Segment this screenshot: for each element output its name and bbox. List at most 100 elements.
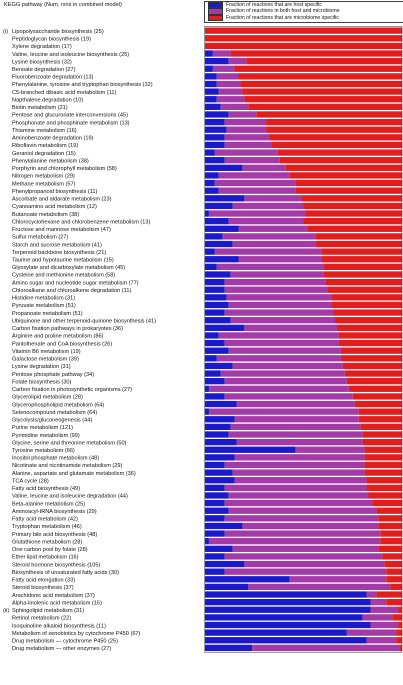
- category-label: Fatty acid metabolism (42): [12, 517, 78, 523]
- bar-segment-host: [205, 233, 223, 240]
- bar-segment-microbiome: [325, 278, 402, 286]
- bar-segment-host: [205, 218, 229, 225]
- category-label: Steroid biosynthesis (37): [12, 585, 74, 591]
- bar-segment-microbiome: [340, 347, 402, 354]
- bar-segment-both: [222, 233, 316, 240]
- category-label: Pentose phosphate pathway (34): [12, 372, 94, 378]
- category-label: Ether lipid metabolism (16): [12, 555, 79, 561]
- category-label: Beta-alanine metabolism (25): [12, 501, 85, 507]
- category-label: Tryptophan metabolism (46): [12, 524, 82, 530]
- bar-segment-both: [218, 172, 290, 179]
- bar-segment-both: [224, 499, 373, 507]
- bar-segment-host: [205, 507, 229, 514]
- category-label: Primary bile acid biosynthesis (48): [12, 532, 97, 538]
- bar-segment-microbiome: [321, 248, 402, 255]
- bar-segment-microbiome: [323, 263, 402, 271]
- bar-segment-host: [205, 278, 225, 286]
- category-label: Methane metabolism (57): [12, 181, 76, 187]
- bar-segment-both: [244, 324, 337, 331]
- category-label: Arginine and proline metabolism (86): [12, 334, 104, 340]
- bar-segment-host: [205, 240, 233, 248]
- category-label: Aminobenzoate degradation (19): [12, 136, 94, 142]
- bar-segment-host: [205, 317, 231, 324]
- bar-segment-host: [205, 96, 217, 103]
- category-label: Carbon fixation in photosynthetic organi…: [12, 387, 132, 393]
- category-label: Propanoate metabolism (51): [12, 311, 83, 317]
- bar-segment-host: [205, 347, 229, 354]
- category-label: Selenocompound metabolism (64): [12, 410, 97, 416]
- bar-segment-both: [238, 225, 308, 232]
- bar-segment-microbiome: [358, 416, 402, 423]
- bar-segment-host: [205, 454, 235, 461]
- bar-segment-microbiome: [305, 210, 402, 217]
- bar-segment-microbiome: [364, 461, 402, 469]
- bar-segment-both: [228, 301, 332, 309]
- category-label: C5-branched dibasic acid metabolism (11): [12, 90, 116, 96]
- bar-segment-microbiome: [335, 317, 402, 324]
- bar-segment-host: [205, 157, 225, 164]
- category-label: Chloroalkane and chloroalkene degradatio…: [12, 288, 131, 294]
- legend-label-host: Fraction of reactions that are host spec…: [226, 2, 323, 9]
- bar-segment-microbiome: [362, 431, 402, 438]
- bar-segment-both: [212, 50, 231, 57]
- bar-segment-microbiome: [303, 218, 402, 225]
- bar-segment-microbiome: [240, 80, 402, 88]
- bar-segment-microbiome: [386, 599, 402, 606]
- category-label: Lysine degradation (31): [12, 364, 71, 370]
- bar-segment-host: [205, 461, 225, 469]
- category-label: Fatty acid biosynthesis (49): [12, 486, 80, 492]
- bar-segment-host: [205, 621, 371, 629]
- bar-segment-both: [224, 568, 387, 575]
- chart-legend: Fraction of reactions that are host spec…: [204, 1, 403, 23]
- bar-segment-host: [205, 606, 371, 613]
- bar-segment-host: [205, 172, 219, 179]
- bar-segment-microbiome: [279, 157, 402, 164]
- bar-segment-microbiome: [289, 172, 402, 179]
- bar-segment-both: [366, 591, 377, 598]
- bar-segment-both: [242, 522, 379, 530]
- category-label: Ascorbate and aldarate metabolism (23): [12, 197, 112, 203]
- bar-segment-both: [214, 149, 278, 156]
- bar-segment-microbiome: [372, 499, 402, 507]
- bar-segment-host: [205, 187, 219, 194]
- bar-segment-both: [232, 362, 343, 370]
- category-label: Carbon fixation pathways in prokaryotes …: [12, 326, 123, 332]
- bar-segment-both: [226, 126, 267, 133]
- bar-segment-microbiome: [315, 240, 402, 248]
- bar-segment-both: [224, 141, 272, 149]
- bar-segment-microbiome: [362, 438, 402, 446]
- category-label: Porphyrin and chlorophyll metabolism (58…: [12, 166, 117, 172]
- bar-segment-both: [216, 73, 239, 80]
- category-label: Folate biosynthesis (30): [12, 379, 72, 385]
- category-label: Pantothenate and CoA biosynthesis (26): [12, 341, 112, 347]
- category-label: Arachidonic acid metabolism (37): [12, 593, 95, 599]
- bar-segment-host: [205, 324, 245, 331]
- bar-segment-microbiome: [321, 256, 402, 263]
- category-label: Metabolism of xenobiotics by cytochrome …: [12, 631, 141, 637]
- bar-segment-host: [205, 591, 367, 598]
- category-label: Histidine metabolism (31): [12, 296, 75, 302]
- category-label: Aminoacyl-tRNA biosynthesis (29): [12, 509, 97, 515]
- bar-segment-both: [224, 461, 365, 469]
- bar-segment-microbiome: [205, 27, 402, 34]
- bar-segment-microbiome: [315, 233, 402, 240]
- category-label: Glycolysis/gluconeogenesis (44): [12, 418, 92, 424]
- bar-segment-host: [205, 385, 209, 392]
- bar-segment-host: [205, 111, 229, 118]
- legend-swatch-microbiome: [208, 14, 223, 21]
- bar-segment-both: [370, 621, 399, 629]
- category-label: Biotin metabolism (21): [12, 105, 68, 111]
- bar-segment-host: [205, 263, 217, 271]
- bar-segment-host: [205, 446, 296, 453]
- bar-segment-both: [208, 385, 349, 392]
- bar-segment-host: [205, 225, 239, 232]
- bar-segment-both: [220, 370, 345, 377]
- bar-segment-both: [234, 454, 365, 461]
- bar-segment-microbiome: [384, 560, 402, 568]
- bar-segment-both: [224, 553, 383, 560]
- legend-entry-both: Fraction of reactions in both host and m…: [205, 8, 403, 15]
- bar-segment-microbiome: [392, 614, 402, 621]
- bar-segment-host: [205, 393, 225, 400]
- category-label: Ubiquinone and other terpenoid-quinone b…: [12, 318, 156, 324]
- bar-segment-both: [224, 339, 339, 347]
